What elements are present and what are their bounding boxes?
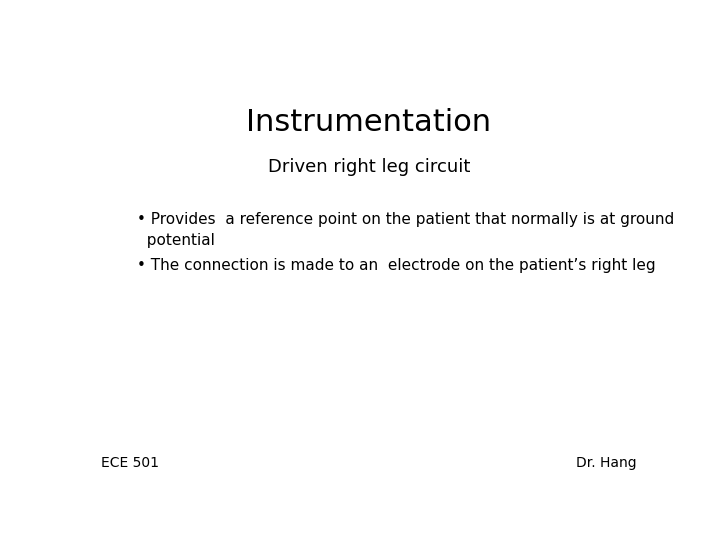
Text: potential: potential	[138, 233, 215, 248]
Text: • The connection is made to an  electrode on the patient’s right leg: • The connection is made to an electrode…	[138, 258, 656, 273]
Text: • Provides  a reference point on the patient that normally is at ground: • Provides a reference point on the pati…	[138, 212, 675, 227]
Text: Instrumentation: Instrumentation	[246, 109, 492, 138]
Text: ECE 501: ECE 501	[101, 456, 159, 470]
Text: Driven right leg circuit: Driven right leg circuit	[268, 158, 470, 177]
Text: Dr. Hang: Dr. Hang	[576, 456, 637, 470]
